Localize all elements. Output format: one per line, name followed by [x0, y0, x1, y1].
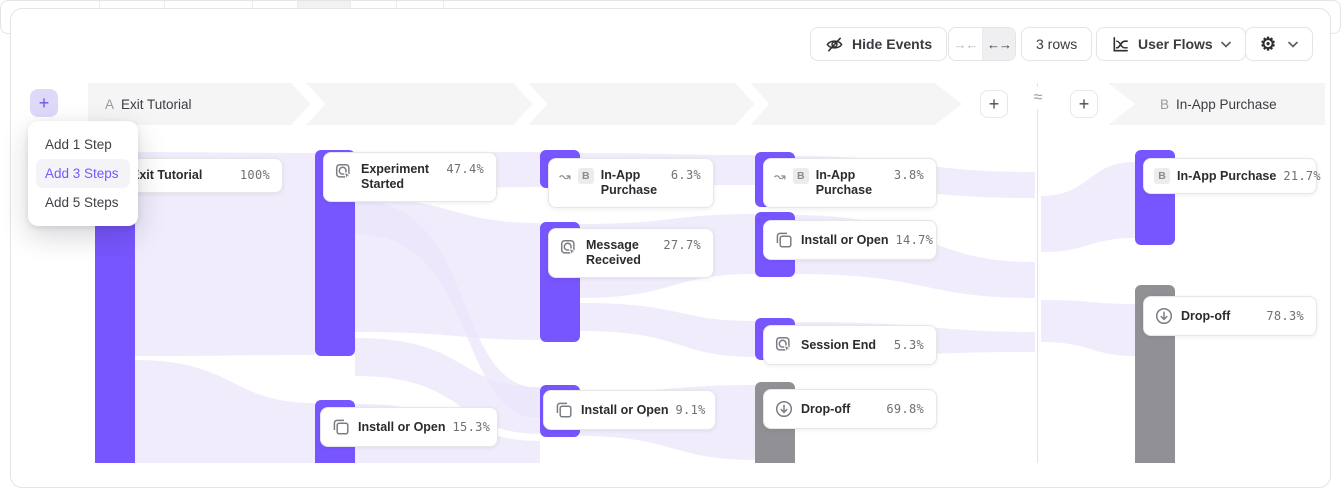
- flow-node-exit-tutorial[interactable]: Exit Tutorial 100%: [120, 158, 283, 193]
- view-selector-button[interactable]: User Flows: [1096, 27, 1246, 61]
- cursor-click-icon: [334, 162, 354, 182]
- flow-node-message-received[interactable]: Message Received 27.7%: [548, 228, 714, 278]
- drop-off-icon: [774, 399, 794, 419]
- app-window-icon: [554, 400, 574, 420]
- column-width-toggle: →← ←→: [948, 27, 1016, 61]
- letter-b-badge: B: [1154, 168, 1170, 184]
- step-band-a[interactable]: A Exit Tutorial: [88, 83, 962, 125]
- expand-columns-button[interactable]: ←→: [982, 28, 1015, 60]
- flow-node-session-end[interactable]: Session End 5.3%: [763, 325, 937, 365]
- add-column-button-left[interactable]: +: [980, 90, 1008, 118]
- flow-node-drop-off-s4[interactable]: Drop-off 69.8%: [763, 389, 937, 429]
- chevron-down-icon: [1220, 41, 1231, 48]
- flow-node-install-or-open-s2[interactable]: Install or Open 15.3%: [320, 407, 498, 447]
- app-window-icon: [774, 230, 794, 250]
- settings-button[interactable]: ⚙: [1245, 27, 1314, 61]
- eye-off-icon: [825, 35, 844, 54]
- flow-node-experiment-started[interactable]: Experiment Started 47.4%: [323, 152, 497, 202]
- flow-node-install-or-open-s4[interactable]: Install or Open 14.7%: [763, 220, 937, 260]
- flow-node-in-app-purchase-s4[interactable]: ↝ B In-App Purchase 3.8%: [763, 158, 937, 208]
- flows-break-divider: [1037, 83, 1038, 463]
- step-band-label: Exit Tutorial: [121, 96, 192, 112]
- flow-node-drop-off-b[interactable]: Drop-off 78.3%: [1143, 296, 1317, 336]
- flow-node-install-or-open-s3[interactable]: Install or Open 9.1%: [543, 390, 716, 430]
- menu-item-add-1-step[interactable]: Add 1 Step: [45, 137, 112, 152]
- rows-count-button[interactable]: 3 rows: [1021, 27, 1093, 61]
- app-window-icon: [331, 417, 351, 437]
- step-band-label: In-App Purchase: [1176, 96, 1277, 112]
- gear-icon: ⚙: [1260, 33, 1277, 54]
- hide-events-button[interactable]: Hide Events: [810, 27, 948, 61]
- menu-item-add-3-steps[interactable]: Add 3 Steps: [36, 159, 130, 188]
- plus-icon: +: [1078, 93, 1090, 114]
- expand-arrows-icon: ←→: [987, 36, 1012, 52]
- step-letter-a: A: [105, 96, 115, 112]
- flow-node-in-app-purchase-s3[interactable]: ↝ B In-App Purchase 6.3%: [548, 158, 714, 208]
- flows-chart-icon: [1111, 35, 1130, 54]
- step-band-b[interactable]: B In-App Purchase: [1108, 83, 1325, 125]
- cursor-click-icon: [774, 335, 794, 355]
- chevron-down-icon: [1288, 41, 1298, 48]
- step-letter-b: B: [1160, 96, 1170, 112]
- skip-ahead-icon: ↝: [559, 168, 571, 184]
- skip-ahead-icon: ↝: [774, 168, 786, 184]
- plus-icon: +: [38, 92, 50, 113]
- add-step-button[interactable]: +: [30, 89, 58, 117]
- menu-item-add-5-steps[interactable]: Add 5 Steps: [45, 195, 119, 210]
- collapse-arrows-icon: →←: [953, 36, 979, 52]
- collapse-columns-button[interactable]: →←: [949, 28, 982, 60]
- approx-icon: ≈: [1027, 87, 1049, 109]
- drop-off-icon: [1154, 306, 1174, 326]
- flow-node-in-app-purchase-b[interactable]: B In-App Purchase 21.7%: [1143, 158, 1321, 194]
- letter-b-badge: B: [577, 168, 594, 184]
- add-steps-menu: Add 1 Step Add 3 Steps Add 5 Steps: [28, 121, 138, 226]
- add-column-button-right[interactable]: +: [1070, 90, 1098, 118]
- cursor-click-icon: [559, 238, 579, 258]
- letter-b-badge: B: [792, 168, 809, 184]
- plus-icon: +: [988, 93, 1000, 114]
